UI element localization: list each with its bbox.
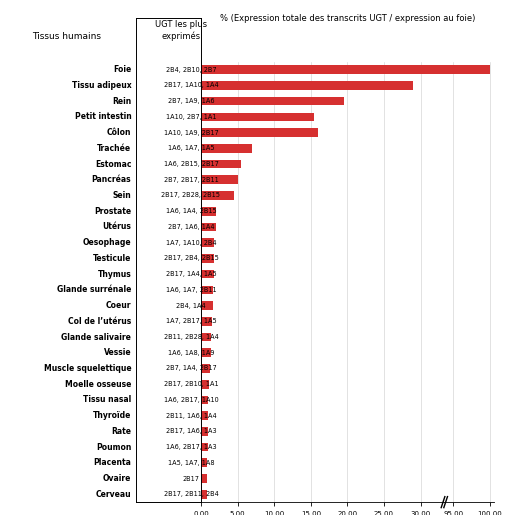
Bar <box>201 222 216 231</box>
Bar <box>201 301 213 310</box>
Bar <box>201 443 208 452</box>
Text: 1A5, 1A7, 1A8: 1A5, 1A7, 1A8 <box>167 460 214 466</box>
Text: Glande salivaire: Glande salivaire <box>62 333 131 341</box>
Bar <box>201 317 212 325</box>
Text: 2B11, 2B28, 1A4: 2B11, 2B28, 1A4 <box>163 334 218 340</box>
Bar <box>201 364 210 373</box>
Text: 2B17, 1A10, 1A4: 2B17, 1A10, 1A4 <box>163 82 218 89</box>
Text: Oesophage: Oesophage <box>82 238 131 247</box>
Text: Glande surrénale: Glande surrénale <box>57 285 131 295</box>
Bar <box>201 128 318 137</box>
Text: 1A6, 1A7, 2B11: 1A6, 1A7, 2B11 <box>165 287 216 293</box>
Text: 2B17, 2B11, 2B4: 2B17, 2B11, 2B4 <box>163 491 218 497</box>
Text: Tissus humains: Tissus humains <box>32 32 101 41</box>
Text: 1A6, 2B17, 1A10: 1A6, 2B17, 1A10 <box>163 397 218 403</box>
Text: 1A7, 1A10, 2B4: 1A7, 1A10, 2B4 <box>165 239 216 246</box>
Text: 2B7, 2B17, 2B11: 2B7, 2B17, 2B11 <box>163 177 218 183</box>
Bar <box>201 270 214 279</box>
Text: Moelle osseuse: Moelle osseuse <box>65 380 131 389</box>
Bar <box>201 144 252 152</box>
Text: 2B17, 1A4, 1A5: 2B17, 1A4, 1A5 <box>165 271 216 277</box>
Text: 1A7, 2B17, 1A5: 1A7, 2B17, 1A5 <box>165 318 216 324</box>
Text: 2B11, 1A6, 1A4: 2B11, 1A6, 1A4 <box>165 413 216 419</box>
Bar <box>201 97 344 106</box>
Text: Rein: Rein <box>112 97 131 106</box>
Text: 2B17, 1A6, 1A3: 2B17, 1A6, 1A3 <box>165 428 216 434</box>
Text: 1A10, 1A9, 2B17: 1A10, 1A9, 2B17 <box>163 130 218 135</box>
Bar <box>201 81 413 90</box>
Text: Tissu adipeux: Tissu adipeux <box>72 81 131 90</box>
Text: 2B17, 2B4, 2B15: 2B17, 2B4, 2B15 <box>163 255 218 262</box>
Text: Petit intestin: Petit intestin <box>75 112 131 122</box>
Bar <box>201 285 213 294</box>
Text: 1A6, 1A4, 2B15: 1A6, 1A4, 2B15 <box>165 208 216 214</box>
Text: Muscle squelettique: Muscle squelettique <box>44 364 131 373</box>
Bar <box>201 380 209 388</box>
Text: 2B17: 2B17 <box>182 475 200 482</box>
Text: Coeur: Coeur <box>106 301 131 310</box>
Bar <box>201 176 238 184</box>
Text: Utérus: Utérus <box>102 222 131 231</box>
Text: Rate: Rate <box>111 427 131 436</box>
Bar <box>201 112 315 121</box>
Text: 2B4, 2B10, 2B7: 2B4, 2B10, 2B7 <box>165 66 216 73</box>
Bar <box>201 427 208 436</box>
Bar <box>201 238 214 247</box>
Text: 1A6, 1A7, 1A5: 1A6, 1A7, 1A5 <box>167 145 214 151</box>
Bar <box>201 411 208 420</box>
Text: 2B7, 1A6, 1A4: 2B7, 1A6, 1A4 <box>167 224 214 230</box>
Text: Sein: Sein <box>112 191 131 200</box>
Text: 2B17, 2B28, 2B15: 2B17, 2B28, 2B15 <box>161 193 220 198</box>
Bar <box>201 349 211 357</box>
Bar <box>201 458 207 467</box>
Text: % (Expression totale des transcrits UGT / expression au foie): % (Expression totale des transcrits UGT … <box>220 14 475 23</box>
Text: Poumon: Poumon <box>96 442 131 452</box>
Text: 1A6, 2B15, 2B17: 1A6, 2B15, 2B17 <box>163 161 218 167</box>
Text: 2B7, 1A9, 1A6: 2B7, 1A9, 1A6 <box>167 98 214 104</box>
Text: Thyroïde: Thyroïde <box>93 411 131 420</box>
Text: 1A10, 2B7, 1A1: 1A10, 2B7, 1A1 <box>165 114 216 120</box>
Text: Cerveau: Cerveau <box>96 490 131 499</box>
Text: 2B17, 2B10, 1A1: 2B17, 2B10, 1A1 <box>163 381 218 387</box>
Text: Ovaire: Ovaire <box>103 474 131 483</box>
Text: Tissu nasal: Tissu nasal <box>83 396 131 404</box>
Bar <box>201 396 208 404</box>
Text: Placenta: Placenta <box>94 458 131 467</box>
Text: 2B7, 1A4, 2B17: 2B7, 1A4, 2B17 <box>165 366 216 371</box>
Text: Estomac: Estomac <box>95 160 131 168</box>
Bar <box>201 490 207 499</box>
Text: Côlon: Côlon <box>107 128 131 137</box>
Text: Thymus: Thymus <box>98 269 131 279</box>
Text: Foie: Foie <box>113 65 131 74</box>
Text: Prostate: Prostate <box>94 207 131 216</box>
Bar <box>201 207 216 215</box>
Bar <box>201 191 234 200</box>
Text: 1A6, 1A8, 1A9: 1A6, 1A8, 1A9 <box>167 350 214 356</box>
Text: 1A6, 2B17, 1A3: 1A6, 2B17, 1A3 <box>165 444 216 450</box>
Bar <box>201 254 214 263</box>
Bar <box>201 333 211 341</box>
Text: Pancréas: Pancréas <box>92 175 131 184</box>
Bar <box>201 160 241 168</box>
Text: Trachée: Trachée <box>97 144 131 153</box>
Bar <box>201 65 490 74</box>
Text: Vessie: Vessie <box>104 348 131 357</box>
Text: Testicule: Testicule <box>93 254 131 263</box>
Text: UGT les plus
exprimés: UGT les plus exprimés <box>155 21 207 41</box>
Text: 2B4, 1A4: 2B4, 1A4 <box>176 302 206 308</box>
Bar <box>201 474 207 483</box>
Text: Col de l’utérus: Col de l’utérus <box>68 317 131 326</box>
